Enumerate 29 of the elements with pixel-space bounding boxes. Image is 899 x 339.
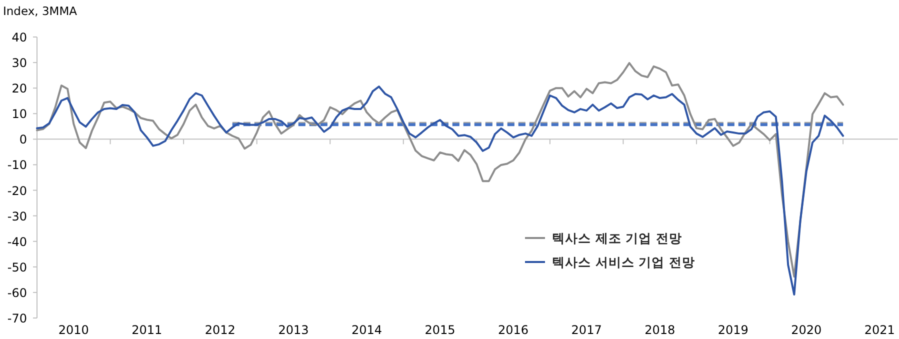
y-tick-label: -60 (7, 286, 27, 300)
x-tick-label: 2019 (718, 323, 748, 337)
y-tick-label: -70 (7, 312, 27, 326)
x-tick-label: 2011 (132, 323, 162, 337)
legend-label: 텍사스 서비스 기업 전망 (552, 254, 696, 270)
y-tick-label: -40 (7, 234, 27, 249)
x-tick-label: 2017 (571, 323, 602, 337)
y-tick-label: 20 (12, 82, 27, 96)
x-tick-label: 2013 (278, 323, 309, 337)
y-tick-label: 0 (19, 132, 27, 147)
y-tick-label: 30 (12, 56, 27, 70)
line-series (36, 62, 844, 278)
line-series (36, 86, 844, 296)
x-tick-label: 2018 (644, 323, 676, 337)
y-tick-label: 40 (12, 30, 27, 44)
y-axis-title: Index, 3MMA (3, 4, 78, 18)
y-tick-label: 10 (12, 107, 27, 122)
x-tick-label: 2012 (204, 323, 236, 337)
x-tick-label: 2020 (791, 323, 822, 337)
x-tick-label: 2021 (864, 323, 895, 337)
x-tick-label: 2014 (351, 323, 382, 337)
y-tick-label: -20 (7, 184, 27, 198)
y-tick-label: -50 (7, 260, 27, 274)
y-tick-label: -10 (7, 158, 27, 172)
legend-label: 텍사스 제조 기업 전망 (552, 230, 682, 246)
x-tick-label: 2010 (58, 323, 89, 337)
x-tick-label: 2015 (424, 323, 456, 337)
x-tick-label: 2016 (498, 323, 529, 337)
y-tick-label: -30 (7, 209, 27, 224)
